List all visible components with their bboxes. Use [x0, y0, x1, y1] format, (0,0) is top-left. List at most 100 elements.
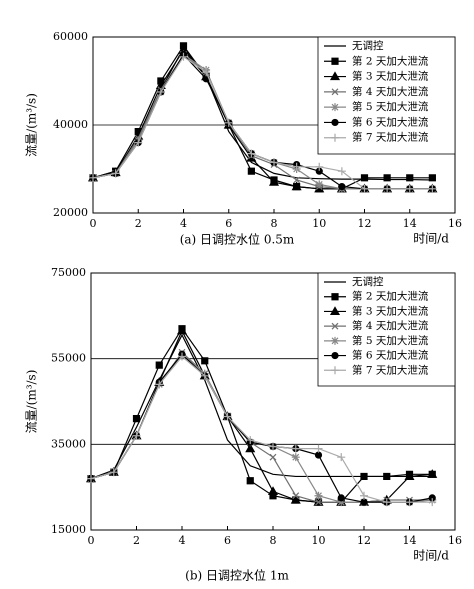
point: [109, 468, 118, 477]
x-tick-label: 8: [270, 534, 277, 547]
series-line: [90, 327, 433, 503]
point: [245, 443, 256, 453]
x-tick-label: 6: [224, 534, 231, 547]
point: [267, 486, 279, 496]
legend-marker: [331, 133, 339, 142]
x-axis-label: 时间/d: [413, 232, 449, 246]
point: [293, 176, 301, 184]
caption: (b) 日调控水位 1m: [185, 568, 289, 583]
point: [405, 498, 414, 507]
x-tick-label: 8: [271, 217, 278, 230]
point: [132, 431, 141, 440]
point: [270, 158, 278, 167]
point: [201, 357, 209, 365]
point: [315, 162, 324, 171]
point: [291, 444, 300, 453]
x-tick-label: 0: [90, 217, 97, 230]
point: [360, 472, 368, 481]
point: [247, 149, 256, 158]
point: [428, 184, 437, 193]
legend-label: 第 4 天加大泄流: [352, 85, 429, 98]
y-tick-label: 35000: [51, 437, 86, 450]
point: [405, 184, 414, 193]
legend-box: [317, 272, 456, 387]
point: [314, 491, 323, 500]
point: [246, 436, 255, 445]
x-tick-label: 10: [312, 217, 326, 230]
legend-label: 第 2 天加大泄流: [352, 290, 429, 303]
point: [292, 162, 301, 171]
point: [202, 68, 211, 77]
point: [428, 174, 436, 182]
series-line: [92, 44, 433, 190]
x-tick-label: 10: [312, 534, 326, 547]
point: [314, 444, 323, 453]
point: [315, 180, 324, 189]
point: [111, 169, 120, 178]
legend-label: 第 5 天加大泄流: [352, 334, 429, 347]
legend-marker: [331, 118, 339, 126]
x-axis-label: 时间/d: [413, 549, 449, 563]
legend-label: 第 5 天加大泄流: [352, 100, 429, 113]
x-tick-label: 6: [225, 217, 232, 230]
point: [383, 472, 391, 481]
point: [89, 173, 97, 182]
point: [247, 167, 255, 175]
y-tick-label: 40000: [53, 118, 88, 131]
legend-marker: [329, 306, 341, 316]
x-tick-label: 14: [403, 217, 417, 230]
point: [132, 415, 141, 423]
point: [315, 167, 323, 175]
point: [290, 494, 301, 504]
x-tick-label: 16: [448, 217, 462, 230]
point: [338, 183, 346, 191]
point: [314, 451, 323, 459]
legend-marker: [329, 71, 341, 81]
legend-label: 第 3 天加大泄流: [352, 70, 429, 83]
legend-label: 无调控: [352, 275, 384, 288]
legend-marker: [331, 352, 339, 360]
point: [360, 184, 369, 193]
point: [224, 118, 233, 127]
legend-marker: [331, 336, 339, 345]
point: [291, 453, 300, 462]
point: [87, 474, 95, 483]
point: [179, 52, 188, 61]
point: [360, 491, 368, 500]
point: [269, 442, 277, 451]
legend-marker: [331, 103, 339, 112]
legend-label: 第 6 天加大泄流: [352, 115, 429, 128]
point: [315, 498, 322, 506]
plot-frame: [90, 272, 456, 531]
point: [223, 412, 232, 421]
point: [427, 469, 438, 478]
legend-marker: [331, 88, 339, 96]
x-tick-label: 4: [179, 534, 186, 547]
y-tick-label: 60000: [53, 30, 88, 43]
legend-marker: [331, 322, 339, 330]
point: [155, 380, 164, 389]
y-axis-label: 流量/(m³/s): [25, 93, 39, 157]
point: [292, 492, 300, 500]
point: [200, 371, 209, 380]
point: [337, 453, 346, 462]
point: [246, 477, 254, 485]
series-line: [92, 55, 433, 190]
series-line: [90, 355, 433, 503]
point: [155, 361, 163, 369]
x-tick-label: 12: [358, 217, 372, 230]
legend-marker: [331, 366, 339, 375]
point: [337, 498, 346, 507]
point: [337, 167, 346, 176]
x-tick-label: 0: [88, 534, 95, 547]
point: [383, 174, 391, 182]
legend-label: 第 4 天加大泄流: [352, 319, 429, 332]
point: [360, 498, 368, 506]
legend-label: 第 2 天加大泄流: [352, 54, 429, 67]
y-tick-label: 15000: [51, 523, 86, 536]
y-tick-label: 20000: [53, 206, 88, 219]
point: [383, 184, 392, 193]
point: [176, 325, 188, 335]
y-axis-label: 流量/(m³/s): [25, 370, 39, 434]
